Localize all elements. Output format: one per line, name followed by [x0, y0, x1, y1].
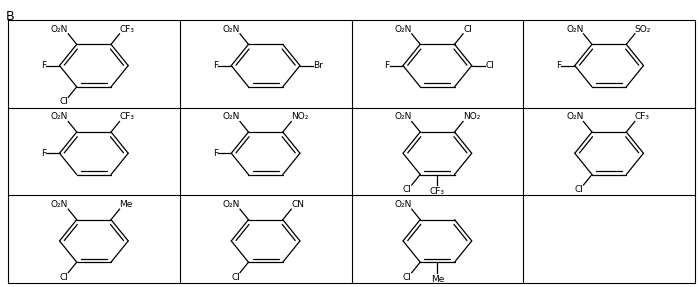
Text: O₂N: O₂N — [566, 113, 584, 121]
Text: Cl: Cl — [485, 61, 494, 70]
Text: O₂N: O₂N — [51, 113, 69, 121]
Text: O₂N: O₂N — [394, 113, 412, 121]
Text: CF₃: CF₃ — [635, 113, 650, 121]
Text: F: F — [41, 61, 46, 70]
Text: F: F — [212, 61, 218, 70]
Text: NO₂: NO₂ — [291, 113, 309, 121]
Text: O₂N: O₂N — [394, 200, 412, 209]
Text: Me: Me — [120, 200, 133, 209]
Text: Cl: Cl — [463, 25, 472, 34]
Text: B: B — [6, 10, 15, 23]
Text: O₂N: O₂N — [566, 25, 584, 34]
Text: F: F — [384, 61, 389, 70]
Text: O₂N: O₂N — [222, 113, 240, 121]
Text: Cl: Cl — [59, 273, 69, 282]
Text: F: F — [41, 149, 46, 158]
Text: Cl: Cl — [231, 273, 240, 282]
Text: O₂N: O₂N — [394, 25, 412, 34]
Text: O₂N: O₂N — [222, 25, 240, 34]
Text: CF₃: CF₃ — [120, 113, 134, 121]
Text: F: F — [212, 149, 218, 158]
Text: Br: Br — [313, 61, 324, 70]
Text: F: F — [556, 61, 561, 70]
Text: Cl: Cl — [59, 97, 69, 106]
Text: CN: CN — [291, 200, 304, 209]
Text: NO₂: NO₂ — [463, 113, 480, 121]
Text: Me: Me — [431, 275, 444, 284]
Text: O₂N: O₂N — [51, 200, 69, 209]
Text: O₂N: O₂N — [51, 25, 69, 34]
Text: Cl: Cl — [403, 185, 412, 194]
Text: CF₃: CF₃ — [430, 187, 445, 196]
Text: SO₂: SO₂ — [635, 25, 651, 34]
Text: O₂N: O₂N — [222, 200, 240, 209]
Text: Cl: Cl — [575, 185, 584, 194]
Text: CF₃: CF₃ — [120, 25, 134, 34]
Text: Cl: Cl — [403, 273, 412, 282]
